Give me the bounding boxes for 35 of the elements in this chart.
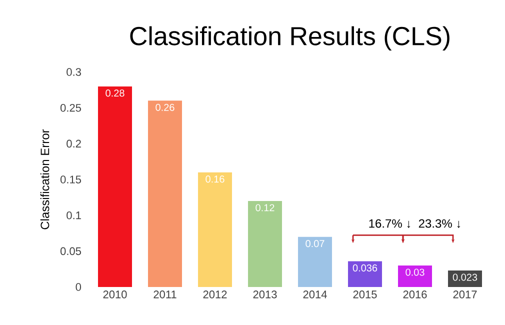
x-tick-label: 2016: [403, 290, 427, 298]
y-tick-label: 0: [76, 283, 82, 291]
annotation: 23.3% ↓: [418, 219, 460, 228]
data-label: 0.036: [352, 264, 378, 272]
bar: [298, 236, 332, 287]
x-tick-label: 2014: [303, 290, 327, 298]
y-tick-label: 0.3: [66, 68, 81, 76]
y-axis-title: Classification Error: [40, 129, 50, 230]
bar: [148, 100, 182, 287]
x-tick-label: 2015: [353, 290, 377, 298]
annotation: 16.7% ↓: [369, 219, 410, 228]
x-tick-label: 2013: [253, 290, 277, 298]
bar: [348, 261, 382, 287]
y-tick-label: 0.05: [60, 247, 81, 256]
data-label: 0.07: [306, 240, 324, 248]
data-label: 0.12: [256, 204, 274, 212]
chart-title: Classification Results (CLS): [130, 26, 450, 50]
data-label: 0.28: [106, 90, 124, 97]
x-tick-label: 2010: [103, 290, 127, 298]
y-tick-label: 0.1: [66, 211, 81, 220]
data-label: 0.16: [206, 176, 224, 183]
x-tick-label: 2017: [453, 290, 477, 298]
data-label: 0.03: [406, 268, 424, 276]
y-tick-label: 0.2: [66, 140, 81, 148]
bar: [98, 86, 132, 287]
y-tick-label: 0.15: [60, 176, 81, 184]
y-tick-label: 0.25: [60, 104, 81, 112]
bar: [248, 201, 282, 287]
bar: [448, 270, 482, 287]
x-tick-label: 2011: [154, 290, 176, 298]
bar: [398, 266, 432, 287]
bar: [198, 172, 232, 287]
data-label: 0.023: [452, 274, 478, 281]
x-tick-label: 2012: [203, 290, 227, 298]
data-label: 0.26: [156, 104, 174, 111]
